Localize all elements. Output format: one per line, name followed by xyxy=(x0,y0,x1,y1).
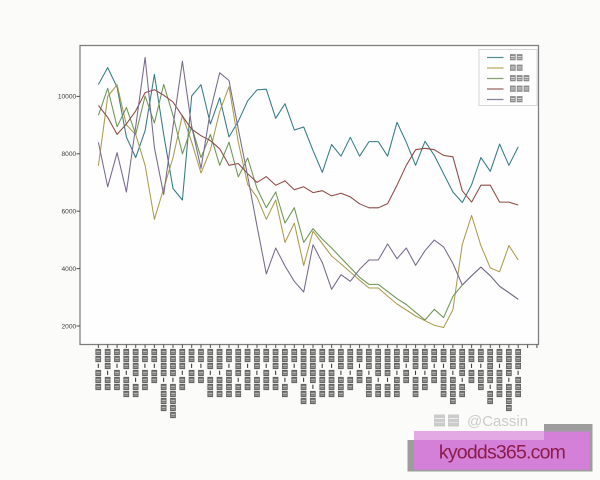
svg-text:6000: 6000 xyxy=(62,209,77,216)
svg-text:4000: 4000 xyxy=(62,266,77,273)
svg-text:8000: 8000 xyxy=(62,151,77,158)
svg-text:2000: 2000 xyxy=(62,323,77,330)
svg-text:kyodds365.com: kyodds365.com xyxy=(439,442,565,464)
svg-text:@Cassin: @Cassin xyxy=(467,413,528,430)
svg-text:10000: 10000 xyxy=(58,94,77,101)
